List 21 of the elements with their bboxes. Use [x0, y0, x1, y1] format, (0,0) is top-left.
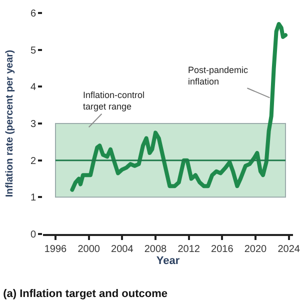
x-tick-label: 1996	[44, 244, 68, 255]
text: (a) Inflation target and outcome	[3, 288, 168, 300]
annotation: Post-pandemic inflation	[188, 65, 249, 87]
y-tick-label: 6	[30, 8, 36, 20]
line-series	[70, 22, 288, 192]
x-tick-label: 2024	[278, 244, 300, 255]
y-tick-label: 2	[30, 156, 36, 167]
x-tick-label: 2000	[78, 244, 100, 255]
x-tick-label: 2016	[211, 244, 234, 255]
y-axis-title: Inflation rate (percent per year)	[4, 50, 16, 198]
x-tick-label: 2020	[244, 244, 268, 255]
y-tick-label: 3	[30, 119, 36, 130]
x-tick-label: 2008	[144, 244, 168, 255]
x-axis-title: Year	[156, 255, 180, 267]
y-tick-label: 0	[30, 230, 36, 240]
y-tick-label: 4	[30, 82, 36, 94]
x-tick-label: 2004	[111, 244, 134, 255]
band-label: Inflation-control target range	[83, 90, 145, 112]
y-tick-label: 5	[30, 45, 36, 56]
y-tick-label: 1	[30, 192, 36, 204]
x-tick-label: 2012	[178, 244, 200, 255]
